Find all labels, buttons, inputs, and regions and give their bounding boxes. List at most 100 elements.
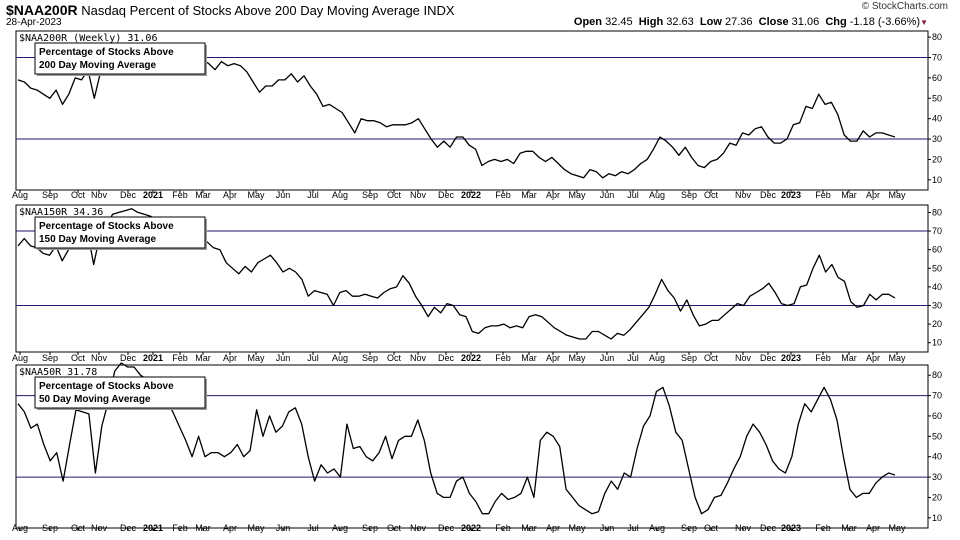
x-tick-label: Feb — [495, 190, 511, 200]
x-tick-label: Feb — [172, 523, 188, 533]
note-text-line: 50 Day Moving Average — [39, 394, 151, 405]
y-tick-label: 60 — [932, 411, 942, 421]
x-tick-label: Mar — [195, 190, 211, 200]
x-tick-label: Jun — [600, 190, 615, 200]
credit-link[interactable]: © StockCharts.com — [861, 1, 948, 12]
y-tick-label: 70 — [932, 226, 942, 236]
x-tick-label: Jul — [307, 353, 319, 363]
y-tick-label: 40 — [932, 282, 942, 292]
y-tick-label: 10 — [932, 338, 942, 348]
y-tick-label: 80 — [932, 207, 942, 217]
x-tick-label: Apr — [223, 523, 237, 533]
y-tick-label: 60 — [932, 245, 942, 255]
x-tick-label: Jun — [600, 353, 615, 363]
x-tick-label: Nov — [410, 190, 427, 200]
x-tick-label: 2022 — [461, 523, 481, 533]
panel-frame — [15, 364, 929, 529]
x-tick-label: Nov — [735, 523, 752, 533]
y-tick-label: 80 — [932, 32, 942, 42]
close-label: Close — [758, 16, 789, 28]
x-tick-label: Aug — [649, 190, 665, 200]
x-tick-label: Oct — [387, 523, 402, 533]
panel-label-bg — [17, 32, 162, 44]
x-tick-label: Jun — [276, 523, 291, 533]
x-tick-label: Jun — [276, 190, 291, 200]
x-tick-label: May — [888, 353, 906, 363]
x-tick-label: Feb — [815, 190, 831, 200]
x-tick-label: Sep — [681, 523, 697, 533]
x-tick-label: Aug — [649, 523, 665, 533]
x-tick-label: Oct — [387, 353, 402, 363]
x-tick-label: Dec — [438, 190, 455, 200]
x-tick-label: May — [568, 190, 586, 200]
note-box — [34, 376, 206, 409]
y-tick-label: 20 — [932, 154, 942, 164]
y-tick-label: 20 — [932, 492, 942, 502]
x-tick-label: 2023 — [781, 523, 801, 533]
y-tick-label: 10 — [932, 175, 942, 185]
x-tick-label: May — [247, 190, 265, 200]
x-tick-label: Aug — [12, 353, 28, 363]
chg-label: Chg — [825, 16, 847, 28]
x-tick-label: Oct — [71, 353, 86, 363]
chg-down-icon: ▼ — [920, 18, 928, 27]
chg-value: -1.18 (-3.66%) — [849, 16, 921, 28]
x-tick-label: May — [568, 353, 586, 363]
x-tick-label: 2021 — [143, 190, 163, 200]
x-tick-label: Apr — [866, 523, 880, 533]
symbol: $NAA200R — [6, 2, 78, 18]
x-tick-label: Feb — [172, 353, 188, 363]
x-tick-label: Sep — [42, 523, 58, 533]
x-tick-label: Nov — [91, 523, 108, 533]
panel-label-bg — [17, 206, 108, 218]
x-tick-label: Apr — [866, 353, 880, 363]
x-tick-label: Nov — [91, 353, 108, 363]
open-value: 32.45 — [605, 16, 633, 28]
x-tick-label: Oct — [387, 190, 402, 200]
y-tick-label: 20 — [932, 319, 942, 329]
ohlc-readout: Open 32.45 High 32.63 Low 27.36 Close 31… — [574, 16, 928, 28]
panel-frame — [15, 204, 929, 353]
panel-label: $NAA50R 31.78 — [19, 367, 97, 378]
x-tick-label: Apr — [546, 190, 560, 200]
x-tick-label: Mar — [521, 190, 537, 200]
x-tick-label: Sep — [681, 190, 697, 200]
x-tick-label: Dec — [760, 523, 777, 533]
x-tick-label: Dec — [120, 523, 137, 533]
x-tick-label: Feb — [495, 523, 511, 533]
description: Nasdaq Percent of Stocks Above 200 Day M… — [81, 3, 420, 18]
x-tick-label: Feb — [815, 523, 831, 533]
chart-panel-1: 10 20 30 40 50 60 70 80 Aug Sep Oct Nov Dec 2021 Feb Ma… — [12, 30, 942, 200]
x-tick-label: Oct — [704, 190, 719, 200]
x-tick-label: 2022 — [461, 353, 481, 363]
panel-label: $NAA200R (Weekly) 31.06 — [19, 33, 157, 44]
x-tick-label: 2023 — [781, 353, 801, 363]
y-tick-label: 50 — [932, 431, 942, 441]
x-tick-label: Apr — [546, 353, 560, 363]
x-tick-label: Mar — [195, 523, 211, 533]
x-tick-label: Aug — [332, 190, 348, 200]
x-tick-label: Sep — [42, 190, 58, 200]
chart-panel-3: 10 20 30 40 50 60 70 80 Aug Sep Oct Nov Dec 2021 Feb Ma… — [12, 362, 942, 533]
note-text-line: 150 Day Moving Average — [39, 234, 157, 245]
x-tick-label: Oct — [71, 523, 86, 533]
x-tick-label: Sep — [362, 190, 378, 200]
note-text-line: Percentage of Stocks Above — [39, 381, 174, 392]
x-tick-label: Apr — [866, 190, 880, 200]
x-tick-label: Mar — [521, 523, 537, 533]
x-tick-label: 2023 — [781, 190, 801, 200]
x-tick-label: Jul — [627, 523, 639, 533]
x-tick-label: May — [888, 190, 906, 200]
chart-title: $NAA200R Nasdaq Percent of Stocks Above … — [6, 2, 455, 18]
y-tick-label: 70 — [932, 53, 942, 63]
x-tick-label: Sep — [42, 353, 58, 363]
x-tick-label: Aug — [332, 523, 348, 533]
high-value: 32.63 — [666, 16, 694, 28]
note-text-line: Percentage of Stocks Above — [39, 221, 174, 232]
x-tick-label: 2022 — [461, 190, 481, 200]
x-tick-label: Feb — [815, 353, 831, 363]
x-tick-label: Nov — [735, 353, 752, 363]
y-tick-label: 60 — [932, 73, 942, 83]
close-value: 31.06 — [791, 16, 820, 28]
y-tick-label: 40 — [932, 452, 942, 462]
